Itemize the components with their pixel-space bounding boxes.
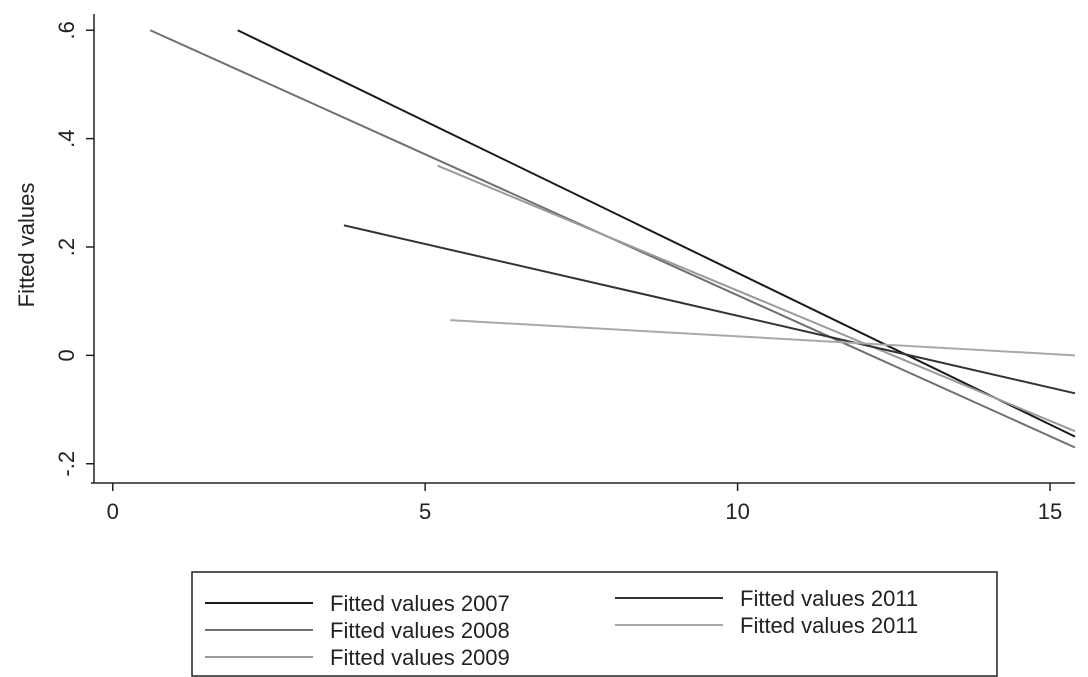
series-line [437,164,1076,433]
legend-label: Fitted values 2011 [740,586,918,611]
legend-label: Fitted values 2007 [330,591,510,616]
y-tick-label: .6 [54,21,79,39]
y-tick-label: -.2 [54,451,79,477]
x-tick-label: 10 [725,499,749,524]
y-tick-label: 0 [54,349,79,361]
legend-label: Fitted values 2009 [330,645,510,670]
series-line [237,29,1076,438]
legend-label: Fitted values 2011 [740,613,918,638]
y-axis-label: Fitted values [14,183,39,308]
series-line [450,319,1076,357]
legend-box [191,571,998,677]
x-tick-label: 0 [107,499,119,524]
x-tick-label: 5 [419,499,431,524]
y-tick-label: .4 [54,129,79,147]
y-tick-label: .2 [54,238,79,256]
x-tick-label: 15 [1038,499,1062,524]
series-line [343,224,1076,395]
legend-label: Fitted values 2008 [330,618,510,643]
